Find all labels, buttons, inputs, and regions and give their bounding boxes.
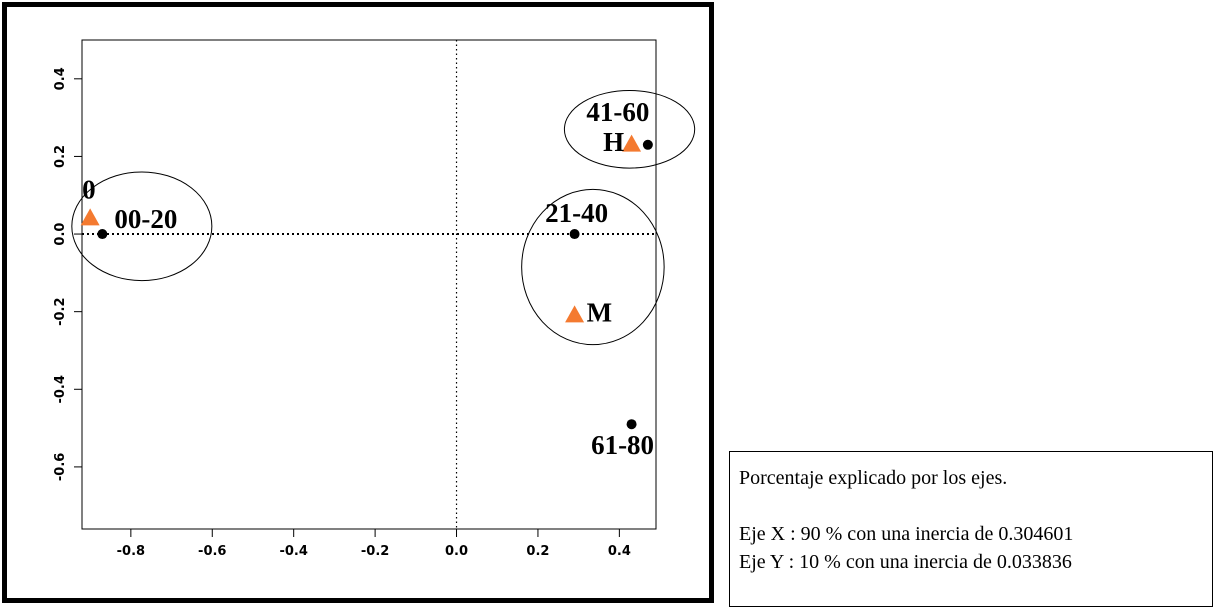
point-61-80 (626, 419, 637, 430)
x-tick-label: 0.4 (608, 544, 631, 559)
triangle-point-0 (80, 208, 100, 226)
ellipse-group-41-60-H (563, 89, 696, 169)
point-21-40 (569, 229, 580, 240)
point-label-M: M (587, 298, 612, 328)
point-00-20 (97, 229, 108, 240)
y-tick-label: -0.6 (53, 453, 68, 481)
point-label-61-80: 61-80 (591, 430, 654, 460)
correspondence-plot: -0.8 -0.6 -0.4 -0.2 0.0 0.2 0.4 -0.6 -0.4 -0.2 0.… (53, 39, 696, 559)
explained-percentage-box: Porcentaje explicado por los ejes. Eje X… (729, 451, 1213, 607)
plot-frame (2, 2, 714, 603)
x-tick-label: -0.2 (361, 544, 389, 559)
y-tick-label: -0.2 (53, 297, 68, 325)
point-label-0: 0 (82, 175, 96, 205)
ellipse-group-0-00-20 (71, 171, 213, 282)
ellipse-group-21-40-M (521, 188, 665, 346)
y-tick-label: -0.4 (53, 375, 68, 403)
y-tick-label: 0.0 (53, 223, 68, 246)
x-tick-label: -0.8 (117, 544, 145, 559)
point-41-60 (642, 139, 653, 150)
point-label-41-60: 41-60 (586, 97, 649, 127)
y-tick-label: 0.2 (53, 145, 68, 168)
x-tick-label: -0.6 (198, 544, 226, 559)
x-tick-label: 0.2 (526, 544, 549, 559)
x-tick-label: 0.0 (445, 544, 468, 559)
point-label-21-40: 21-40 (545, 198, 608, 228)
point-label-H: H (603, 127, 624, 157)
info-x-axis-line: Eje X : 90 % con una inercia de 0.304601 (739, 523, 1074, 545)
plot-area (81, 39, 657, 530)
info-spacer (739, 492, 1212, 520)
x-tick-label: -0.4 (279, 544, 307, 559)
triangle-point-H (622, 134, 642, 152)
point-label-00-20: 00-20 (114, 204, 177, 234)
info-y-axis-line: Eje Y : 10 % con una inercia de 0.033836 (739, 551, 1072, 573)
info-heading: Porcentaje explicado por los ejes. (739, 467, 1008, 489)
triangle-point-M (565, 305, 585, 323)
y-tick-label: 0.4 (53, 67, 68, 90)
